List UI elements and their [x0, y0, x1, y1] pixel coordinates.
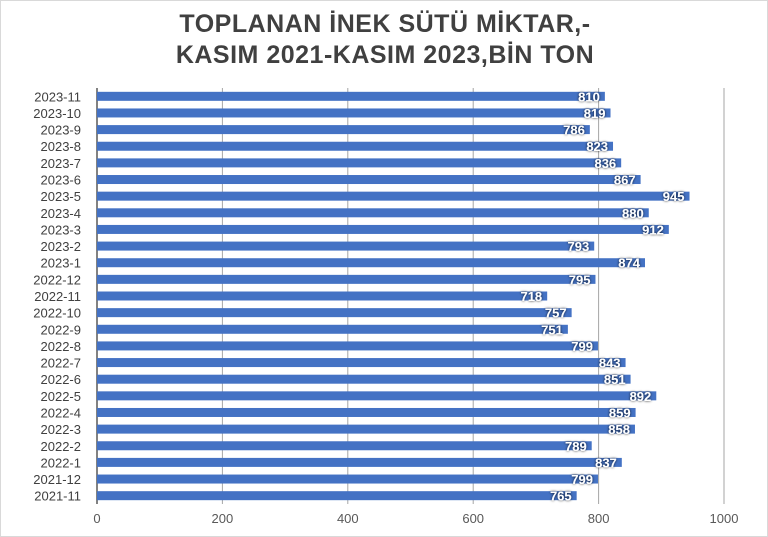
bar-2022-6 — [97, 374, 631, 384]
category-label-2022-10: 2022-10 — [33, 306, 81, 321]
bar-2022-7 — [97, 358, 626, 368]
data-labels: 8108197868238368679458809127938747957187… — [520, 89, 684, 503]
data-label-2023-5: 945 — [663, 189, 685, 204]
category-label-2022-8: 2022-8 — [41, 339, 81, 354]
category-label-2023-9: 2023-9 — [41, 123, 81, 138]
x-tick-label-1000: 1000 — [710, 511, 739, 526]
data-label-2022-9: 751 — [541, 322, 563, 337]
x-tick-label-400: 400 — [337, 511, 359, 526]
data-label-2023-6: 867 — [614, 173, 636, 188]
category-label-2023-8: 2023-8 — [41, 139, 81, 154]
category-label-2022-7: 2022-7 — [41, 356, 81, 371]
data-label-2022-4: 859 — [609, 405, 631, 420]
bar-2023-1 — [97, 258, 645, 268]
data-label-2022-7: 843 — [599, 356, 621, 371]
bar-2021-11 — [97, 491, 577, 501]
bar-2023-11 — [97, 91, 605, 101]
data-label-2022-2: 789 — [565, 439, 587, 454]
data-label-2022-11: 718 — [520, 289, 542, 304]
category-label-2023-4: 2023-4 — [41, 206, 81, 221]
category-label-2023-2: 2023-2 — [41, 239, 81, 254]
bar-2022-5 — [97, 391, 657, 401]
bar-2023-4 — [97, 208, 649, 218]
chart-title: TOPLANAN İNEK SÜTÜ MİKTAR,- KASIM 2021-K… — [1, 9, 768, 71]
bar-2023-10 — [97, 108, 611, 118]
category-label-2023-7: 2023-7 — [41, 156, 81, 171]
data-label-2022-12: 795 — [569, 272, 591, 287]
data-label-2023-10: 819 — [584, 106, 606, 121]
category-label-2023-5: 2023-5 — [41, 189, 81, 204]
chart-title-line-2: KASIM 2021-KASIM 2023,BİN TON — [175, 41, 595, 69]
bar-2022-12 — [97, 274, 596, 284]
bar-2022-8 — [97, 341, 598, 351]
bar-2023-2 — [97, 241, 595, 251]
y-axis-labels: 2023-112023-102023-92023-82023-72023-620… — [33, 89, 81, 503]
data-label-2022-5: 892 — [630, 389, 652, 404]
data-label-2023-3: 912 — [642, 222, 664, 237]
bar-2023-5 — [97, 191, 690, 201]
category-label-2021-12: 2021-12 — [33, 472, 81, 487]
bar-2023-9 — [97, 125, 590, 135]
bar-2021-12 — [97, 474, 598, 484]
data-label-2023-4: 880 — [622, 206, 644, 221]
data-label-2021-11: 765 — [550, 489, 572, 504]
category-label-2022-12: 2022-12 — [33, 272, 81, 287]
bar-2023-7 — [97, 158, 622, 168]
data-label-2023-11: 810 — [578, 89, 600, 104]
bar-2022-1 — [97, 457, 622, 467]
x-tick-label-0: 0 — [93, 511, 100, 526]
category-label-2022-5: 2022-5 — [41, 389, 81, 404]
category-label-2023-1: 2023-1 — [41, 256, 81, 271]
data-label-2023-1: 874 — [618, 256, 640, 271]
category-label-2022-9: 2022-9 — [41, 322, 81, 337]
category-label-2022-3: 2022-3 — [41, 422, 81, 437]
data-label-2022-8: 799 — [571, 339, 593, 354]
category-label-2021-11: 2021-11 — [34, 489, 81, 504]
category-label-2022-6: 2022-6 — [41, 372, 81, 387]
bar-2022-4 — [97, 407, 636, 417]
data-label-2023-9: 786 — [563, 123, 585, 138]
bar-2023-3 — [97, 224, 669, 234]
data-label-2022-10: 757 — [545, 306, 567, 321]
data-label-2022-6: 851 — [604, 372, 626, 387]
data-label-2023-2: 793 — [568, 239, 590, 254]
category-label-2023-6: 2023-6 — [41, 173, 81, 188]
x-tick-label-200: 200 — [212, 511, 234, 526]
x-axis-ticks: 0 200 400 600 800 1000 — [93, 511, 738, 526]
x-tick-label-600: 600 — [462, 511, 484, 526]
data-label-2022-1: 837 — [595, 455, 617, 470]
category-label-2023-11: 2023-11 — [34, 89, 81, 104]
data-label-2023-8: 823 — [586, 139, 608, 154]
category-label-2022-1: 2022-1 — [41, 455, 81, 470]
data-label-2023-7: 836 — [594, 156, 616, 171]
category-label-2023-10: 2023-10 — [33, 106, 81, 121]
bars — [97, 91, 690, 501]
category-label-2022-2: 2022-2 — [41, 439, 81, 454]
bar-2022-3 — [97, 424, 635, 434]
category-label-2023-3: 2023-3 — [41, 222, 81, 237]
bar-2022-2 — [97, 441, 592, 451]
data-label-2021-12: 799 — [571, 472, 593, 487]
bar-2022-10 — [97, 308, 572, 318]
x-tick-label-800: 800 — [588, 511, 610, 526]
bar-2022-9 — [97, 324, 568, 334]
bar-2023-6 — [97, 175, 641, 185]
bar-2022-11 — [97, 291, 548, 301]
category-label-2022-4: 2022-4 — [41, 405, 81, 420]
bar-2023-8 — [97, 141, 614, 151]
data-label-2022-3: 858 — [608, 422, 630, 437]
category-label-2022-11: 2022-11 — [34, 289, 81, 304]
chart-title-line-1: TOPLANAN İNEK SÜTÜ MİKTAR,- — [179, 10, 591, 38]
